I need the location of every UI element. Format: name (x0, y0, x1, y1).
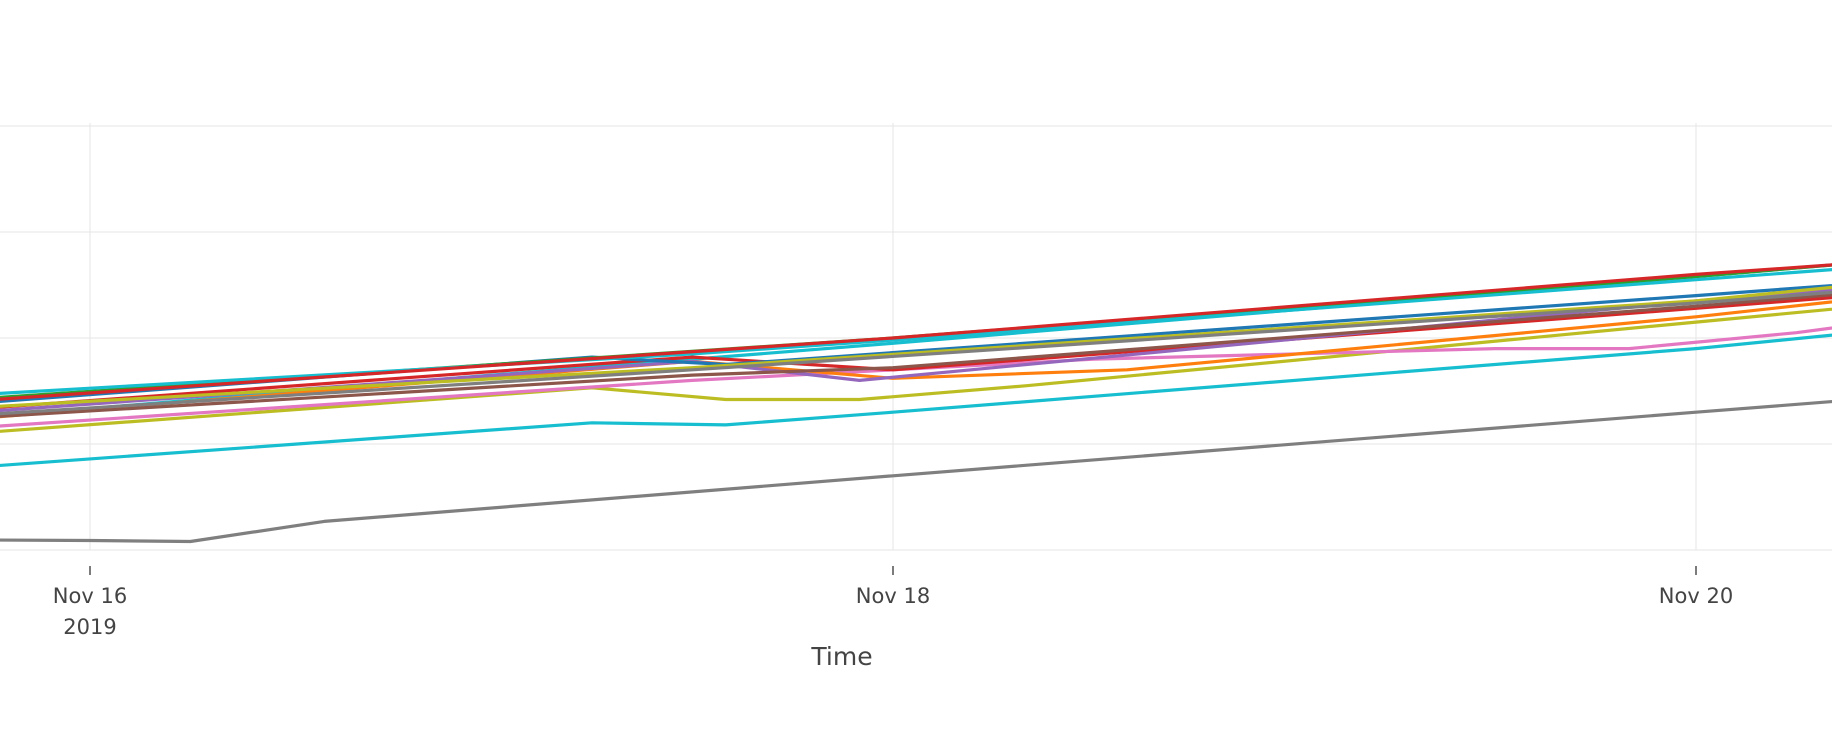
series-line-9 (0, 283, 1832, 404)
series-line-12 (0, 263, 1832, 401)
series-line-14 (0, 290, 1832, 416)
x-axis-title: Time (810, 642, 872, 671)
x-tick-label-0: Nov 16 (53, 584, 127, 608)
series-line-1 (0, 333, 1832, 468)
series-line-0 (0, 399, 1832, 544)
x-tick-label-1: Nov 18 (856, 584, 930, 608)
series-line-8 (0, 293, 1832, 418)
series-line-5 (0, 300, 1832, 419)
x-tick-sublabel-0: 2019 (63, 615, 116, 639)
series-line-3 (0, 307, 1832, 433)
series-line-13 (0, 285, 1832, 408)
series-line-11 (0, 268, 1832, 395)
series-lines (0, 263, 1832, 544)
x-tick-label-2: Nov 20 (1659, 584, 1733, 608)
series-line-7 (0, 287, 1832, 413)
